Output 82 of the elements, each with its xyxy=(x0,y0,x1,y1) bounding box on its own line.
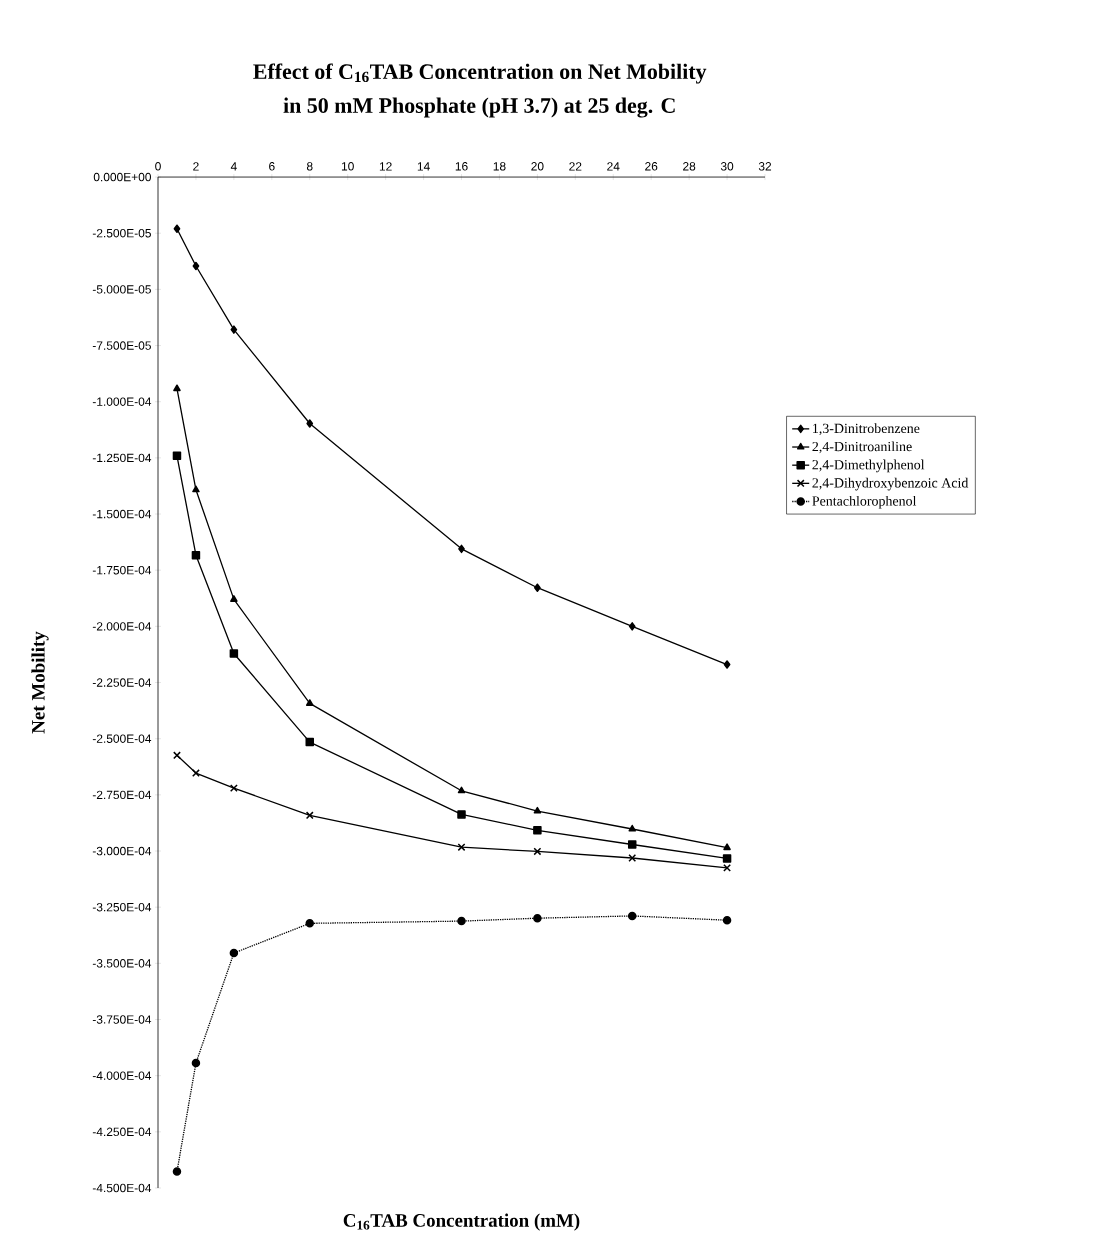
point xyxy=(627,840,637,849)
point xyxy=(191,550,201,560)
x-tick-label: 22 xyxy=(569,162,582,171)
point xyxy=(722,854,732,863)
point xyxy=(173,751,181,760)
y-tick-label: -5.000E-05 xyxy=(92,285,151,294)
point xyxy=(457,810,466,819)
y-tick-label: -1.500E-04 xyxy=(92,509,152,519)
point xyxy=(457,786,466,794)
y-tick-label: -2.500E-04 xyxy=(92,734,152,743)
y-tick-label: -2.000E-04 xyxy=(92,622,152,631)
x-tick-label: 30 xyxy=(720,162,734,171)
x-tick-label: 28 xyxy=(683,162,696,171)
point xyxy=(172,451,182,461)
point xyxy=(533,913,542,923)
point xyxy=(534,583,541,592)
point xyxy=(457,916,466,926)
legend-label: Pentachlorophenol xyxy=(812,495,917,509)
y-tick-label: -2.500E-05 xyxy=(92,228,151,238)
x-tick-label: 12 xyxy=(379,162,392,171)
point xyxy=(533,806,542,814)
point xyxy=(191,1058,201,1068)
y-tick-label: -1.750E-04 xyxy=(92,565,152,575)
chart-title: Effect of C$_{16}$TAB Concentration on Net Mobility xyxy=(253,63,707,84)
y-tick-label: -3.750E-04 xyxy=(92,1015,152,1024)
point xyxy=(173,224,181,233)
y-tick-label: 0.000E+00 xyxy=(93,172,152,182)
y-tick-label: -2.750E-04 xyxy=(92,790,152,800)
legend-label: 2,4-Dimethylphenol xyxy=(812,459,925,473)
y-tick-label: -3.000E-04 xyxy=(92,846,152,856)
x-tick-label: 4 xyxy=(230,162,237,171)
chart-subtitle: in 50 mM Phosphate (pH 3.7) at 25 deg. C xyxy=(283,97,675,118)
point xyxy=(229,784,238,793)
point xyxy=(306,419,314,428)
point xyxy=(172,1167,182,1176)
point xyxy=(723,843,731,851)
point xyxy=(723,660,731,669)
point xyxy=(628,824,636,832)
point xyxy=(305,919,314,928)
y-tick-label: -3.250E-04 xyxy=(92,902,152,912)
x-tick-label: 32 xyxy=(758,162,772,171)
y-tick-label: -4.500E-04 xyxy=(92,1183,152,1193)
point xyxy=(533,826,542,835)
point xyxy=(628,622,636,631)
y-tick-label: -2.250E-04 xyxy=(92,678,152,687)
x-tick-label: 16 xyxy=(455,162,468,171)
legend-label: 1,3-Dinitrobenzene xyxy=(813,423,920,436)
x-tick-label: 10 xyxy=(341,162,354,171)
legend-label: 2,4-Dinitroaniline xyxy=(812,441,912,454)
point xyxy=(173,384,181,392)
point xyxy=(230,595,238,602)
point xyxy=(192,261,200,271)
x-tick-label: 2 xyxy=(193,162,199,171)
x-axis-title: C$_{16}$TAB Concentration (mM) xyxy=(343,1213,580,1231)
point xyxy=(192,485,200,493)
point xyxy=(305,699,314,706)
y-tick-label: -7.500E-05 xyxy=(92,341,151,350)
point xyxy=(192,769,200,777)
legend-label: 2,4-Dihydroxybenzoic Acid xyxy=(812,477,969,491)
y-tick-label: -4.000E-04 xyxy=(92,1071,152,1080)
x-tick-label: 0 xyxy=(155,162,161,171)
point xyxy=(627,911,637,921)
point xyxy=(305,811,314,820)
point xyxy=(305,737,314,747)
y-axis-title: Net Mobility xyxy=(31,631,49,734)
x-tick-label: 18 xyxy=(493,162,506,171)
point xyxy=(458,544,465,554)
x-tick-label: 24 xyxy=(607,162,620,171)
y-tick-label: -4.250E-04 xyxy=(92,1127,152,1137)
x-tick-label: 14 xyxy=(417,162,430,171)
x-tick-label: 6 xyxy=(269,162,275,171)
y-tick-label: -3.500E-04 xyxy=(92,959,152,968)
point xyxy=(230,325,238,334)
y-tick-label: -1.250E-04 xyxy=(92,453,152,463)
y-tick-label: -1.000E-04 xyxy=(92,397,152,406)
point xyxy=(723,863,731,872)
x-tick-label: 8 xyxy=(306,162,313,171)
point xyxy=(722,915,732,925)
point xyxy=(229,649,239,658)
x-tick-label: 26 xyxy=(645,162,658,171)
x-tick-label: 20 xyxy=(531,162,544,171)
point xyxy=(229,948,239,958)
